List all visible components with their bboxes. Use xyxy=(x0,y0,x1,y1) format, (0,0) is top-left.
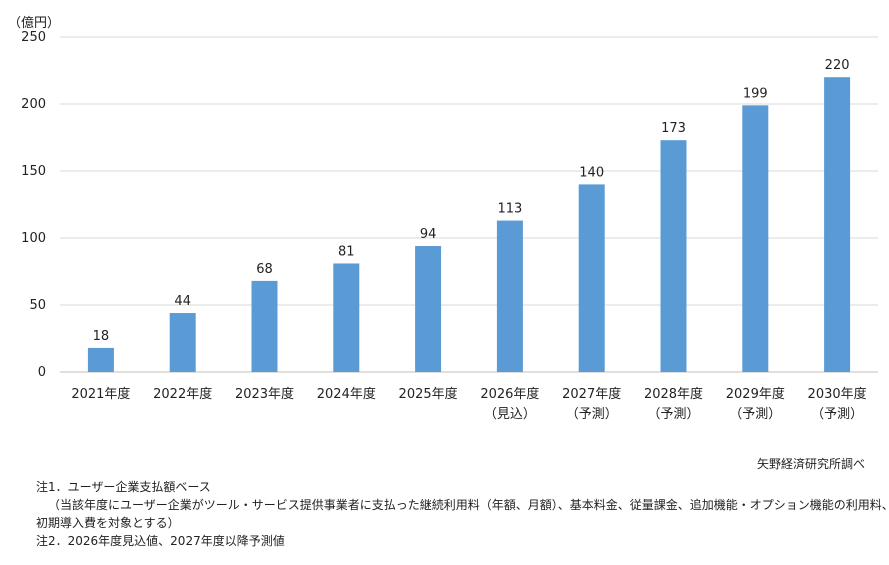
bar xyxy=(333,263,360,372)
bar xyxy=(169,313,196,372)
source-label: 矢野経済研究所調べ xyxy=(756,457,865,471)
x-tick-sublabel: （予測） xyxy=(811,407,863,422)
data-label: 113 xyxy=(497,202,522,217)
y-axis-ticks: 0 50 100 150 200 250 xyxy=(21,30,46,380)
data-label: 18 xyxy=(93,329,110,344)
notes: 注1．ユーザー企業支払額ベース （当該年度にユーザー企業がツール・サービス提供事… xyxy=(36,478,889,550)
bar xyxy=(415,246,442,372)
x-axis-labels: 2021年度 2022年度 2023年度 2024年度 2025年度 2026年度 （見込）… xyxy=(71,386,866,422)
y-tick-label: 250 xyxy=(21,30,46,45)
y-tick-label: 100 xyxy=(21,231,46,246)
bars xyxy=(87,77,851,372)
data-label: 68 xyxy=(256,262,273,277)
bar xyxy=(824,77,851,372)
x-tick-label: 2025年度 xyxy=(399,386,458,402)
x-tick-label: 2023年度 xyxy=(235,386,294,402)
x-tick-label: 2021年度 xyxy=(71,386,130,402)
data-label: 199 xyxy=(743,86,768,101)
bar-chart: （億円） 0 50 100 150 200 250 18 44 68 81 94 113 140 173… xyxy=(8,15,878,422)
data-label: 220 xyxy=(825,58,850,73)
gridlines xyxy=(60,36,878,373)
x-tick-sublabel: （予測） xyxy=(647,407,699,422)
data-label: 44 xyxy=(174,294,191,309)
note-1-detail-line-2: 初期導入費を対象とする） xyxy=(36,516,180,530)
bar xyxy=(660,140,687,372)
note-1-detail-line-1: （当該年度にユーザー企業がツール・サービス提供事業者に支払った継続利用料（年額、… xyxy=(48,498,889,512)
x-tick-sublabel: （予測） xyxy=(566,407,618,422)
x-tick-sublabel: （見込） xyxy=(484,407,536,422)
y-tick-label: 200 xyxy=(21,97,46,112)
data-label: 140 xyxy=(579,165,604,180)
x-tick-label: 2024年度 xyxy=(317,386,376,402)
bar xyxy=(496,220,523,372)
note-2: 注2．2026年度見込値、2027年度以降予測値 xyxy=(36,534,285,548)
bar xyxy=(578,184,605,372)
value-labels: 18 44 68 81 94 113 140 173 199 220 xyxy=(93,58,850,344)
y-tick-label: 0 xyxy=(38,365,46,380)
y-tick-label: 150 xyxy=(21,164,46,179)
bar xyxy=(742,105,769,372)
bar xyxy=(87,347,114,372)
x-tick-label: 2027年度 xyxy=(562,386,621,402)
x-tick-label: 2022年度 xyxy=(153,386,212,402)
data-label: 81 xyxy=(338,244,355,259)
x-tick-label: 2030年度 xyxy=(808,386,867,402)
note-1: 注1．ユーザー企業支払額ベース xyxy=(36,480,211,494)
x-tick-sublabel: （予測） xyxy=(729,407,781,422)
y-axis-unit: （億円） xyxy=(8,15,60,31)
data-label: 173 xyxy=(661,121,686,136)
x-tick-label: 2029年度 xyxy=(726,386,785,402)
data-label: 94 xyxy=(420,227,437,242)
x-tick-label: 2028年度 xyxy=(644,386,703,402)
y-tick-label: 50 xyxy=(29,298,46,313)
bar xyxy=(251,280,278,372)
x-tick-label: 2026年度 xyxy=(480,386,539,402)
